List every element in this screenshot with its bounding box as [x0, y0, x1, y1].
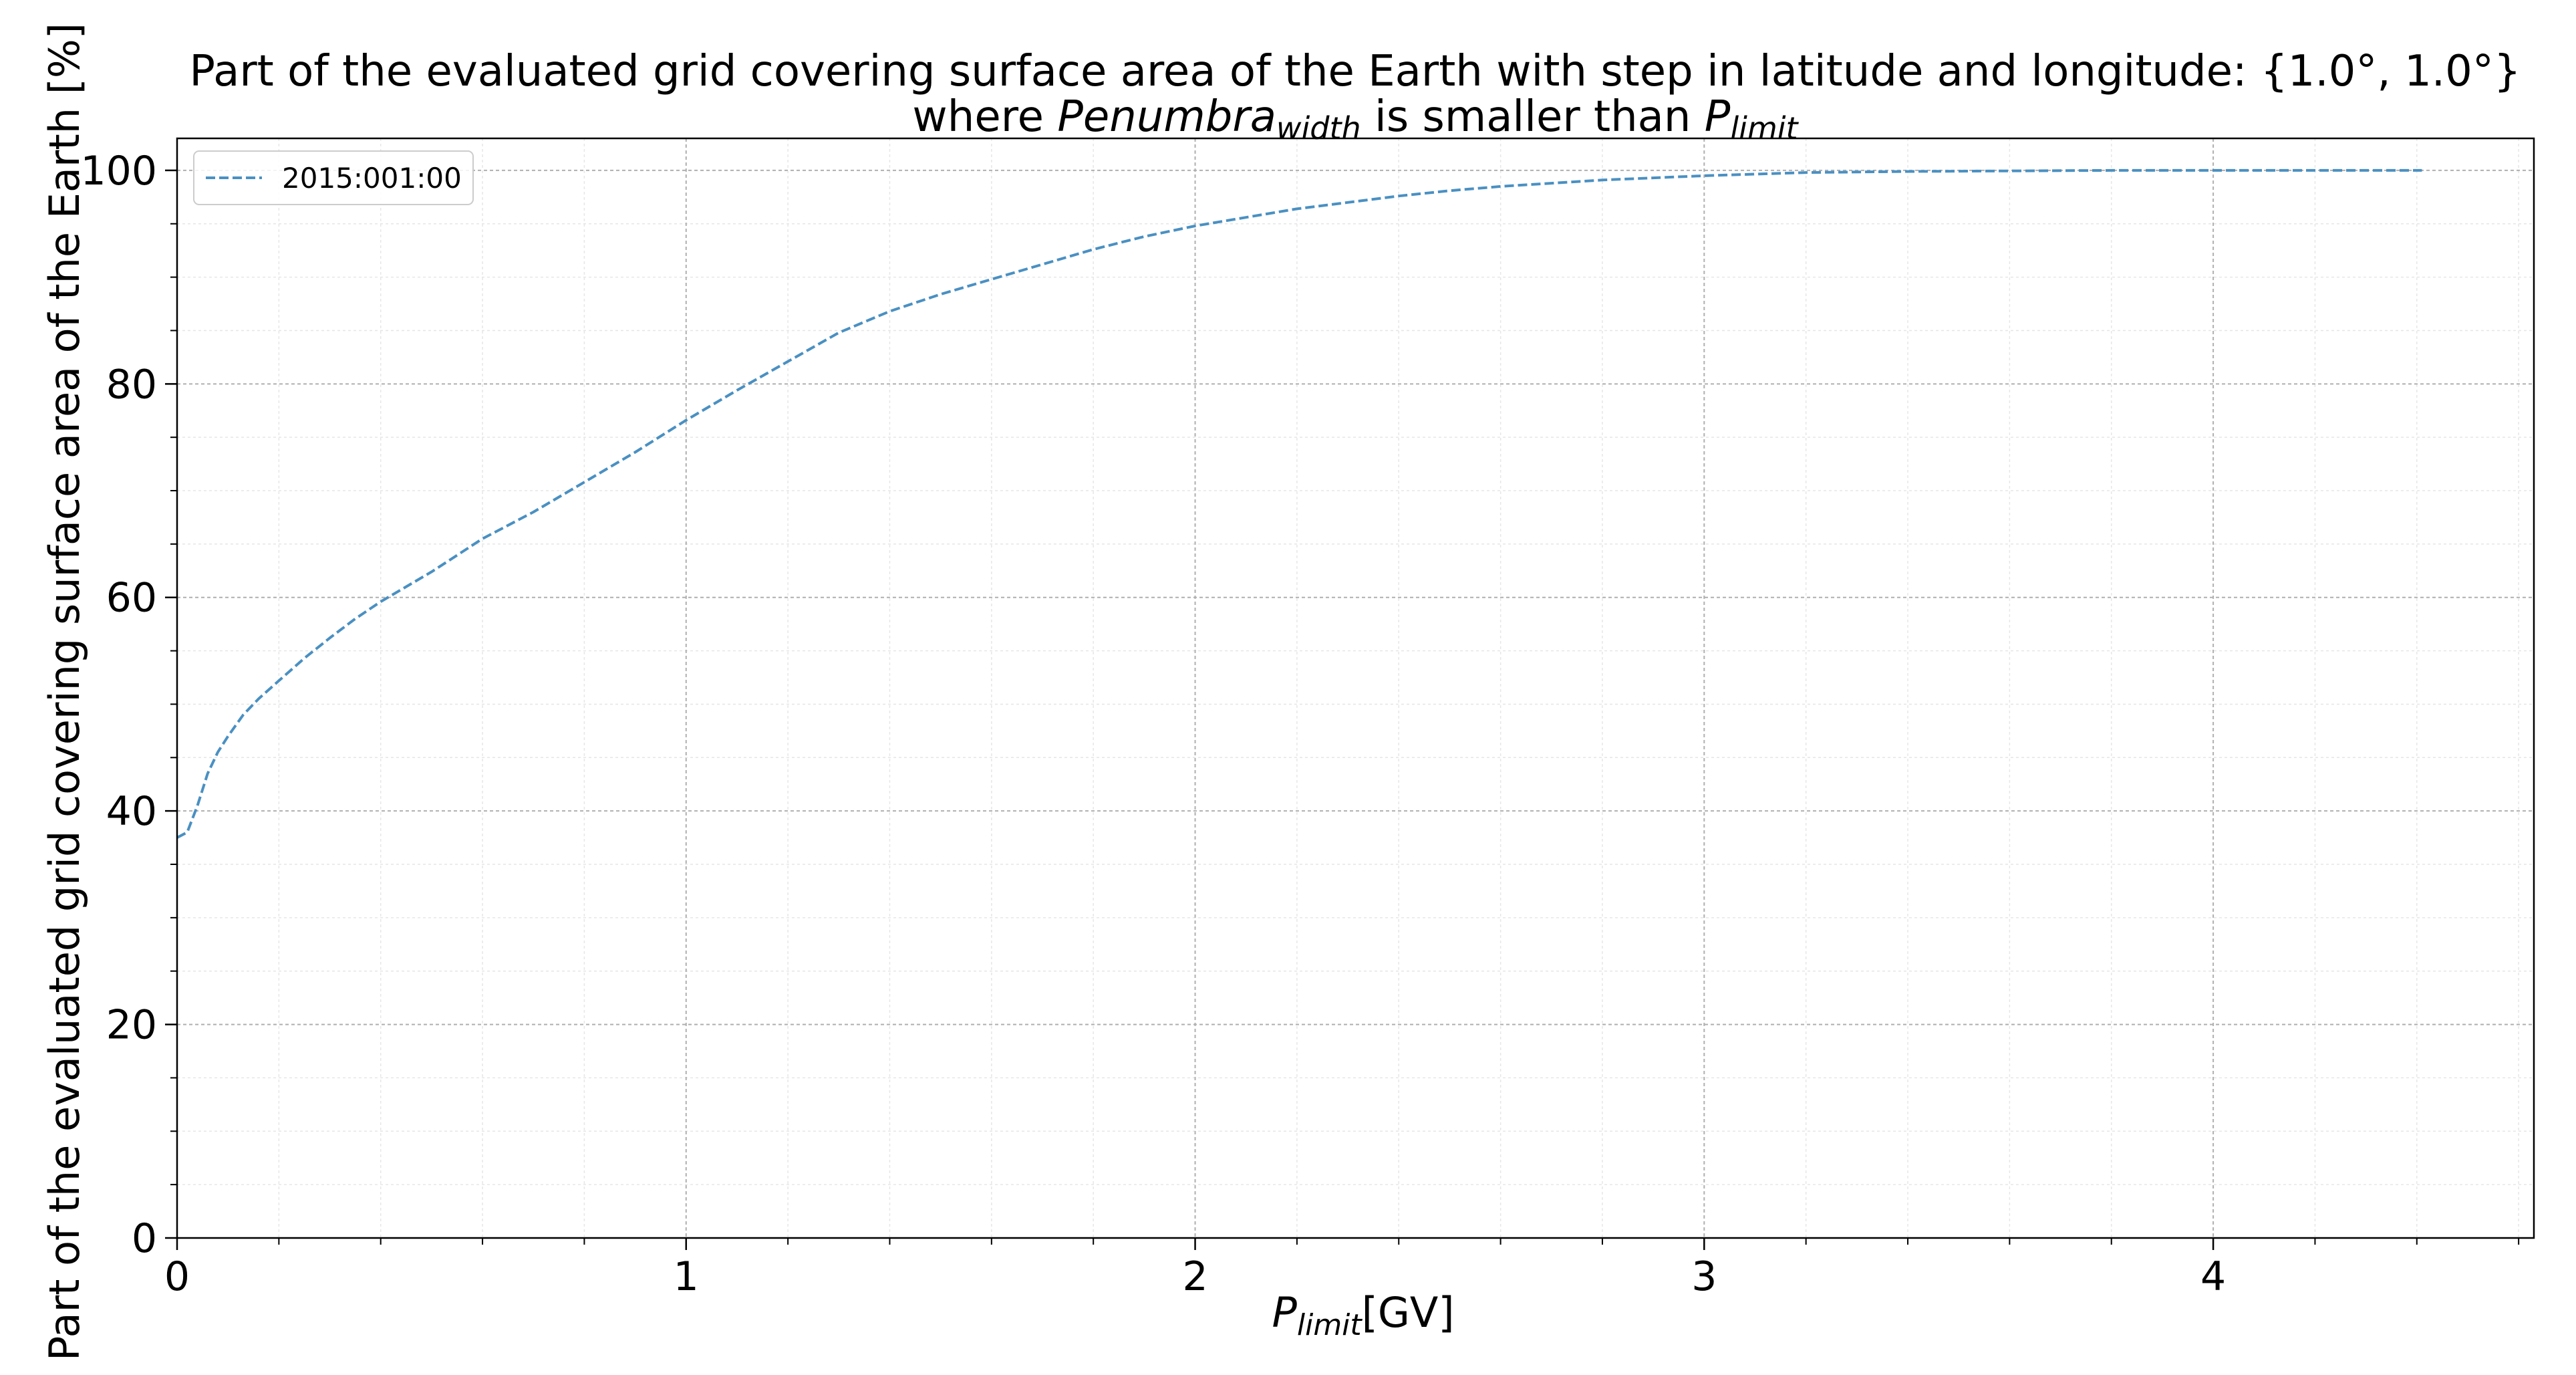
- chart-title-line-1: Part of the evaluated grid covering surf…: [189, 47, 2521, 96]
- plot-frame: [176, 137, 2535, 1239]
- y-tick-label: 20: [106, 1002, 157, 1049]
- y-tick-label: 60: [106, 575, 157, 622]
- title-middle: is smaller than: [1361, 92, 1705, 142]
- x-tick-label: 0: [164, 1253, 190, 1300]
- series-line: [176, 168, 2422, 839]
- x-tick-label: 2: [1182, 1253, 1207, 1300]
- y-axis-label: Part of the evaluated grid covering surf…: [40, 23, 89, 1361]
- minor-grid: [177, 138, 2534, 1238]
- x-tick-label: 3: [1691, 1253, 1717, 1300]
- title-penumbra-sub: width: [1276, 110, 1361, 146]
- major-grid: [176, 138, 2534, 1239]
- title-plimit-sub: limit: [1730, 110, 1799, 146]
- legend-label: 2015:001:00: [282, 162, 462, 195]
- chart-title-line-2: where Penumbrawidth is smaller than Plim…: [912, 92, 1799, 146]
- title-penumbra: Penumbra: [1057, 92, 1276, 142]
- series-layer: [176, 168, 2422, 839]
- x-tick-label: 1: [674, 1253, 699, 1300]
- y-tick-label: 100: [80, 148, 157, 195]
- title-plimit: P: [1705, 92, 1731, 142]
- y-tick-label: 80: [106, 361, 157, 408]
- x-tick-label: 4: [2200, 1253, 2226, 1300]
- legend: 2015:001:00: [193, 150, 474, 205]
- x-axis-label: Plimit[GV]: [1272, 1288, 1454, 1342]
- y-tick-label: 40: [106, 788, 157, 835]
- title-prefix: where: [912, 92, 1057, 142]
- y-tick-label: 0: [132, 1215, 157, 1262]
- legend-box: [193, 150, 474, 205]
